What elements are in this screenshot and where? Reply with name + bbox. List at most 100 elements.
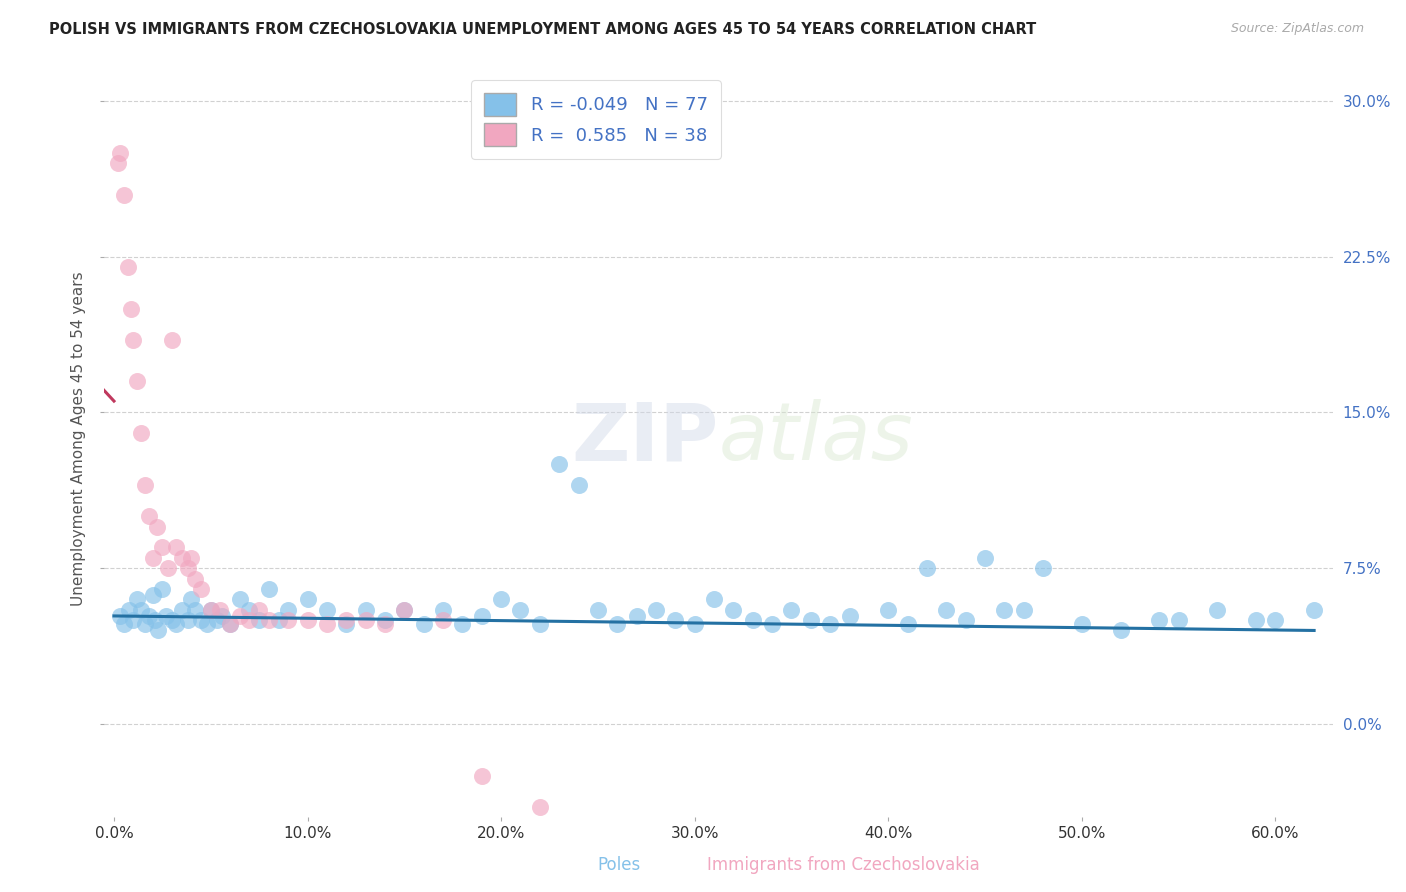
Immigrants from Czechoslovakia	[108, 146, 131, 161]
Immigrants from Czechoslovakia	[432, 613, 454, 627]
Immigrants from Czechoslovakia	[145, 519, 167, 533]
Immigrants from Czechoslovakia	[316, 617, 339, 632]
Poles	[1167, 613, 1189, 627]
Poles	[509, 603, 531, 617]
Immigrants from Czechoslovakia	[190, 582, 212, 596]
Immigrants from Czechoslovakia	[229, 609, 252, 624]
Poles	[257, 582, 280, 596]
Poles	[129, 603, 152, 617]
Poles	[412, 617, 434, 632]
Poles	[1206, 603, 1229, 617]
Immigrants from Czechoslovakia	[297, 613, 319, 627]
Text: Poles: Poles	[598, 855, 640, 873]
Immigrants from Czechoslovakia	[142, 550, 165, 565]
Poles	[134, 617, 156, 632]
Poles	[471, 609, 494, 624]
Poles	[703, 592, 725, 607]
Immigrants from Czechoslovakia	[277, 613, 299, 627]
Poles	[548, 458, 571, 472]
Poles	[626, 609, 648, 624]
Poles	[586, 603, 609, 617]
Poles	[211, 609, 233, 624]
Immigrants from Czechoslovakia	[354, 613, 377, 627]
Poles	[108, 609, 131, 624]
Immigrants from Czechoslovakia	[112, 187, 135, 202]
Poles	[1070, 617, 1092, 632]
Poles	[238, 603, 260, 617]
Poles	[645, 603, 668, 617]
Poles	[567, 478, 589, 492]
Immigrants from Czechoslovakia	[394, 603, 416, 617]
Poles	[205, 613, 228, 627]
Immigrants from Czechoslovakia	[150, 541, 173, 555]
Immigrants from Czechoslovakia	[219, 617, 242, 632]
Poles	[122, 613, 145, 627]
Poles	[741, 613, 763, 627]
Poles	[664, 613, 686, 627]
Immigrants from Czechoslovakia	[238, 613, 260, 627]
Poles	[800, 613, 823, 627]
Immigrants from Czechoslovakia	[127, 375, 149, 389]
Text: POLISH VS IMMIGRANTS FROM CZECHOSLOVAKIA UNEMPLOYMENT AMONG AGES 45 TO 54 YEARS : POLISH VS IMMIGRANTS FROM CZECHOSLOVAKIA…	[49, 22, 1036, 37]
Poles	[1244, 613, 1267, 627]
Poles	[247, 613, 270, 627]
Poles	[176, 613, 198, 627]
Poles	[354, 603, 377, 617]
Poles	[297, 592, 319, 607]
Poles	[195, 617, 218, 632]
Immigrants from Czechoslovakia	[247, 603, 270, 617]
Poles	[143, 613, 166, 627]
Poles	[184, 603, 207, 617]
Poles	[955, 613, 977, 627]
Poles	[432, 603, 454, 617]
Poles	[897, 617, 920, 632]
Poles	[1109, 624, 1132, 638]
Poles	[451, 617, 474, 632]
Immigrants from Czechoslovakia	[180, 550, 202, 565]
Poles	[1303, 603, 1326, 617]
Poles	[200, 603, 222, 617]
Poles	[374, 613, 396, 627]
Immigrants from Czechoslovakia	[138, 509, 160, 524]
Poles	[683, 617, 706, 632]
Poles	[118, 603, 141, 617]
Immigrants from Czechoslovakia	[157, 561, 180, 575]
Poles	[529, 617, 551, 632]
Poles	[974, 550, 997, 565]
Poles	[277, 603, 299, 617]
Poles	[112, 617, 135, 632]
Poles	[935, 603, 957, 617]
Immigrants from Czechoslovakia	[107, 156, 129, 170]
Immigrants from Czechoslovakia	[471, 769, 494, 783]
Immigrants from Czechoslovakia	[257, 613, 280, 627]
Poles	[180, 592, 202, 607]
Immigrants from Czechoslovakia	[134, 478, 156, 492]
Legend: R = -0.049   N = 77, R =  0.585   N = 38: R = -0.049 N = 77, R = 0.585 N = 38	[471, 80, 721, 159]
Poles	[219, 617, 242, 632]
Poles	[606, 617, 628, 632]
Immigrants from Czechoslovakia	[209, 603, 232, 617]
Immigrants from Czechoslovakia	[160, 333, 183, 347]
Poles	[267, 613, 290, 627]
Poles	[155, 609, 177, 624]
Immigrants from Czechoslovakia	[176, 561, 198, 575]
Poles	[190, 613, 212, 627]
Poles	[1149, 613, 1171, 627]
Immigrants from Czechoslovakia	[335, 613, 357, 627]
Poles	[142, 588, 165, 602]
Poles	[489, 592, 512, 607]
Poles	[138, 609, 160, 624]
Poles	[335, 617, 357, 632]
Poles	[150, 582, 173, 596]
Poles	[993, 603, 1015, 617]
Poles	[1012, 603, 1035, 617]
Immigrants from Czechoslovakia	[129, 426, 152, 441]
Poles	[1032, 561, 1054, 575]
Text: Source: ZipAtlas.com: Source: ZipAtlas.com	[1230, 22, 1364, 36]
Immigrants from Czechoslovakia	[184, 572, 207, 586]
Poles	[160, 613, 183, 627]
Text: Immigrants from Czechoslovakia: Immigrants from Czechoslovakia	[707, 855, 980, 873]
Immigrants from Czechoslovakia	[117, 260, 139, 275]
Poles	[818, 617, 841, 632]
Poles	[838, 609, 860, 624]
